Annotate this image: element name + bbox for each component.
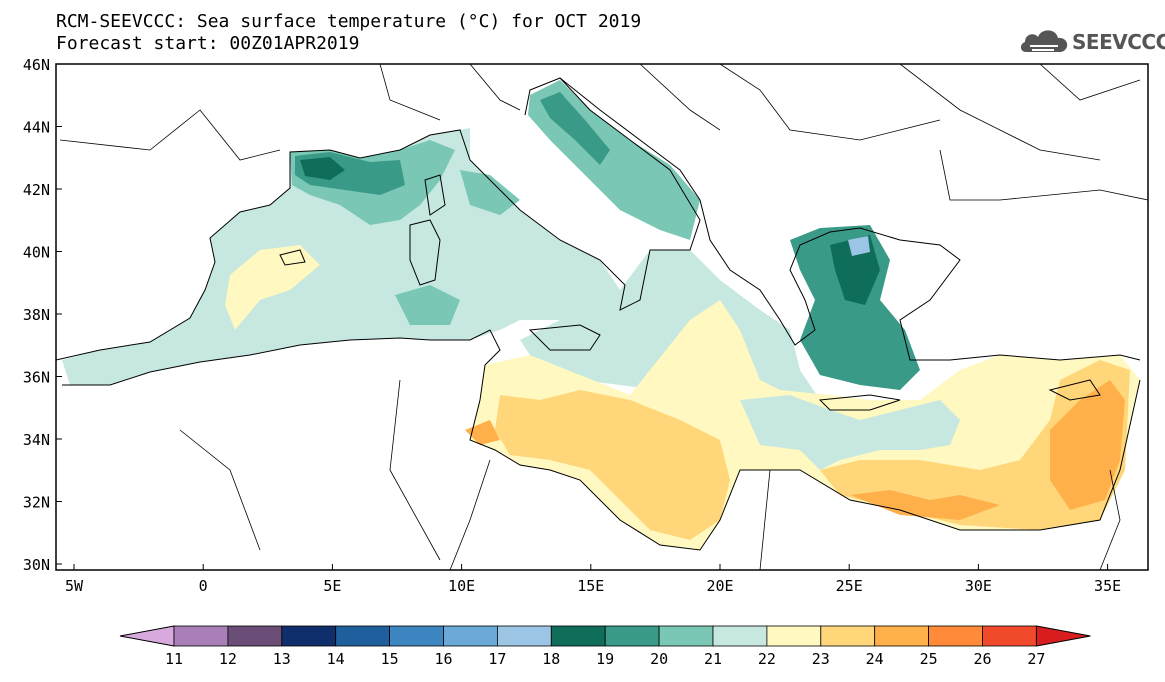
lat-tick-label: 42N	[23, 181, 50, 199]
lat-tick-label: 44N	[23, 119, 50, 137]
island-sardinia	[409, 219, 441, 286]
coastline-balkans	[559, 77, 1141, 361]
island-crete	[818, 394, 901, 411]
sst-region-levant-warm	[820, 360, 1130, 530]
colorbar-swatch	[712, 625, 768, 647]
colorbar-label: 13	[273, 650, 291, 668]
island-mallorca	[279, 249, 306, 266]
sst-field	[62, 80, 1140, 550]
colorbar-swatch	[335, 625, 391, 647]
colorbar-label: 11	[165, 650, 183, 668]
lon-tick-label: 5E	[323, 577, 341, 595]
lon-tick-label: 5W	[65, 577, 84, 595]
lon-tick-label: 10E	[448, 577, 475, 595]
island-corsica	[424, 174, 446, 216]
cloud-icon	[1020, 30, 1068, 52]
colorbar-label: 25	[920, 650, 938, 668]
colorbar-swatch	[389, 625, 444, 647]
colorbar-label: 21	[704, 650, 722, 668]
seevccc-logo: SEEVCCC	[1018, 24, 1165, 58]
land-borders	[59, 64, 1148, 570]
sst-region-sardinia-south	[395, 285, 460, 325]
lon-tick-label: 35E	[1094, 577, 1121, 595]
colorbar-swatch	[982, 625, 1037, 647]
longitude-axis: 5W 0 5E 10E 15E 20E 25E 30E 35E	[65, 564, 1121, 595]
lat-tick-label: 34N	[23, 431, 50, 449]
lon-tick-label: 20E	[706, 577, 733, 595]
sst-region-levant-hot	[1050, 380, 1125, 510]
colorbar-swatch	[658, 625, 714, 647]
colorbar-swatch	[604, 625, 660, 647]
lon-tick-label: 30E	[965, 577, 992, 595]
lat-tick-label: 38N	[23, 306, 50, 324]
lat-tick-label: 32N	[23, 494, 50, 512]
colorbar-swatch	[928, 625, 983, 647]
sst-region-aegean	[790, 225, 920, 390]
colorbar-label: 14	[327, 650, 345, 668]
sst-region-tyrrhenian	[460, 170, 520, 215]
sst-region-libya-warm	[495, 390, 730, 540]
colorbar-label: 15	[381, 650, 399, 668]
logo-text: SEEVCCC	[1072, 30, 1165, 54]
colorbar-label: 23	[812, 650, 830, 668]
colorbar-arrow-left	[119, 625, 175, 647]
lat-tick-label: 30N	[23, 556, 50, 574]
colorbar-swatch	[443, 625, 498, 647]
island-sicily	[528, 324, 601, 351]
colorbar-label: 19	[596, 650, 614, 668]
island-cyprus	[1048, 379, 1101, 401]
map-frame	[55, 63, 1149, 571]
lat-tick-label: 36N	[23, 369, 50, 387]
sst-region-adriatic-core	[540, 92, 610, 165]
coastlines	[56, 64, 1148, 570]
sst-region-gabes-hot	[465, 420, 500, 445]
sst-region-libya-coast-hot	[850, 490, 1000, 520]
colorbar-label: 27	[1027, 650, 1045, 668]
colorbar-swatch	[874, 625, 930, 647]
lat-tick-label: 46N	[23, 56, 50, 74]
colorbar-label: 20	[650, 650, 668, 668]
forecast-start-subtitle: Forecast start: 00Z01APR2019	[56, 33, 360, 54]
lon-tick-label: 25E	[836, 577, 863, 595]
colorbar-swatch	[766, 625, 822, 647]
colorbar-arrow-right	[1035, 625, 1091, 647]
colorbar-label: 12	[219, 650, 237, 668]
lat-tick-label: 40N	[23, 244, 50, 262]
coastline-africa	[62, 329, 1141, 551]
coastline-europe	[56, 77, 701, 361]
lon-tick-label: 15E	[577, 577, 604, 595]
sst-region-gulf-of-lion-cold	[300, 157, 345, 180]
latitude-axis: 46N 44N 42N 40N 38N 36N 34N 32N 30N	[23, 56, 62, 574]
colorbar-swatch	[227, 625, 283, 647]
colorbar-label: 16	[434, 650, 452, 668]
sst-region-aegean-cold-spot	[848, 236, 870, 256]
colorbar-label: 17	[488, 650, 506, 668]
colorbar-label: 24	[866, 650, 884, 668]
map-title: RCM-SEEVCCC: Sea surface temperature (°C…	[56, 11, 642, 32]
colorbar-label: 26	[973, 650, 991, 668]
sst-region-levantine-cool	[740, 395, 960, 470]
lon-tick-label: 0	[199, 577, 208, 595]
colorbar-swatch	[496, 625, 552, 647]
colorbar-label: 22	[758, 650, 776, 668]
colorbar-swatch	[281, 625, 337, 647]
sst-region-balearic-warm	[225, 245, 320, 330]
colorbar: 11 12 13 14 15 16 17 18 19 20 21 22 23 24 25 26 27	[119, 625, 1091, 668]
colorbar-swatch	[820, 625, 876, 647]
colorbar-swatch	[550, 625, 606, 647]
colorbar-swatch	[173, 625, 229, 647]
colorbar-label: 18	[542, 650, 560, 668]
